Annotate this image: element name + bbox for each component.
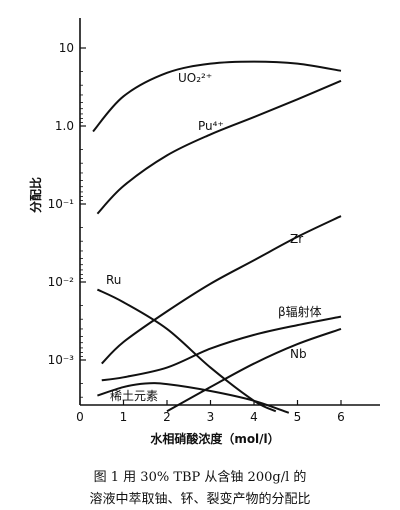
series-label-0: UO₂²⁺ bbox=[178, 71, 212, 85]
y-tick-label: 10⁻³ bbox=[48, 353, 75, 367]
series-label-1: Pu⁴⁺ bbox=[198, 119, 224, 133]
x-tick-label: 6 bbox=[337, 410, 345, 424]
y-tick-label: 10⁻² bbox=[48, 275, 75, 289]
y-axis-label: 分配比 bbox=[28, 177, 43, 213]
x-tick-label: 0 bbox=[76, 410, 84, 424]
series-line-1 bbox=[96, 79, 342, 215]
x-tick-label: 2 bbox=[163, 410, 171, 424]
x-axis-label: 水相硝酸浓度（mol/l） bbox=[150, 431, 279, 446]
y-tick-label: 10 bbox=[59, 41, 74, 55]
caption-line-1: 图 1 用 30% TBP 从含铀 200g/l 的 bbox=[93, 470, 307, 485]
series-line-4 bbox=[101, 315, 342, 382]
x-tick-label: 3 bbox=[207, 410, 215, 424]
series-label-6: 稀土元素 bbox=[110, 389, 158, 403]
x-tick-label: 4 bbox=[250, 410, 258, 424]
series-line-0 bbox=[92, 60, 342, 133]
series-line-2 bbox=[101, 215, 342, 365]
series-label-5: Nb bbox=[290, 347, 307, 361]
chart-series bbox=[92, 60, 342, 414]
series-label-4: β辐射体 bbox=[278, 304, 322, 319]
series-label-2: Zr bbox=[290, 232, 303, 246]
caption-line-2: 溶液中萃取铀、钚、裂变产物的分配比 bbox=[89, 492, 311, 507]
y-tick-label: 1.0 bbox=[55, 119, 74, 133]
series-label-3: Ru bbox=[106, 273, 121, 287]
chart-labels: UO₂²⁺ Pu⁴⁺ Zr Ru β辐射体 Nb 稀土元素 bbox=[106, 71, 322, 403]
series-line-6 bbox=[97, 382, 290, 414]
y-tick-label: 10⁻¹ bbox=[48, 197, 75, 211]
x-tick-label: 5 bbox=[294, 410, 302, 424]
series-line-5 bbox=[166, 328, 342, 413]
x-tick-label: 1 bbox=[120, 410, 128, 424]
